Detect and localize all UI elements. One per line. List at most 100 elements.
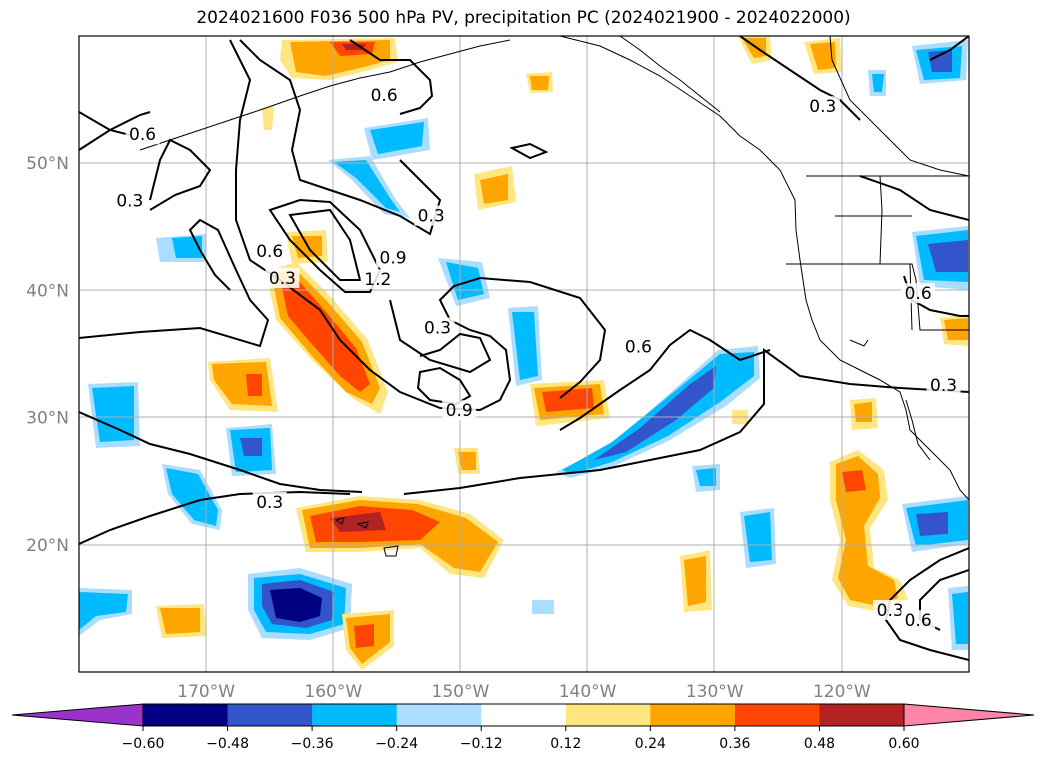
longitude-tick-label: 150°W <box>432 682 490 702</box>
pv-contour-label: 0.3 <box>256 493 283 513</box>
colorbar-tick-label: −0.12 <box>460 736 503 752</box>
precip-positive-area <box>854 402 872 422</box>
colorbar-tick-label: −0.60 <box>122 736 165 752</box>
pv-label-background <box>901 283 936 304</box>
pv-label-background <box>265 267 300 288</box>
precip-positive-area <box>530 76 549 90</box>
precip-negative-area <box>334 160 400 212</box>
pv-contours <box>79 36 969 661</box>
precip-negative-area <box>916 512 948 536</box>
colorbar-segment <box>650 704 736 726</box>
pv-contour-label: 0.9 <box>380 249 407 269</box>
pv-label-background <box>252 491 287 512</box>
pv-label-background <box>252 241 287 262</box>
precip-positive-area <box>458 452 476 470</box>
precip-negative-area <box>512 312 538 380</box>
precip-positive-area <box>542 388 594 412</box>
pv-label-background <box>442 400 477 421</box>
colorbar-tick-label: −0.24 <box>375 736 418 752</box>
colorbar: −0.60 −0.48 −0.36 −0.24 −0.12 0.12 0.24 0.36 0.4… <box>11 703 1035 752</box>
precip-negative-area <box>92 386 134 442</box>
colorbar-segment <box>312 704 398 726</box>
pv-contour-label: 0.6 <box>905 611 932 631</box>
precip-negative-area <box>270 588 322 622</box>
pv-contour-labels: 0.60.30.60.60.3 1.20.90.30.30.90.60.30.30… <box>112 84 961 631</box>
longitude-tick-label: 160°W <box>304 682 362 702</box>
precip-positive-area <box>262 106 274 130</box>
precip-negative-area <box>240 438 262 456</box>
precip-negative-area <box>744 512 772 562</box>
precip-negative-area <box>928 240 968 272</box>
colorbar-tick-label: 0.36 <box>719 736 750 752</box>
precip-negative-area <box>532 600 554 614</box>
precip-positive-area <box>292 236 322 258</box>
colorbar-lower-extend <box>11 703 144 727</box>
pv-contour-label: 0.6 <box>129 125 156 145</box>
pv-contour-label: 0.6 <box>625 338 652 358</box>
pv-contour-label: 0.3 <box>116 191 143 211</box>
colorbar-upper-extend <box>903 703 1035 727</box>
precip-positive-area <box>742 38 766 58</box>
colorbar-tick-label: 0.60 <box>888 736 919 752</box>
map-title: 2024021600 F036 500 hPa PV, precipitatio… <box>196 8 851 28</box>
plot-frame <box>78 35 970 673</box>
colorbar-outline <box>142 703 905 727</box>
precip-negative-area <box>370 122 424 154</box>
colorbar-segment <box>143 704 229 726</box>
precip-negative-area <box>696 468 716 486</box>
pv-label-background <box>420 317 455 338</box>
precip-positive-area <box>282 280 370 392</box>
pv-label-background <box>360 269 395 290</box>
colorbar-tick-label: 0.12 <box>550 736 581 752</box>
precip-positive-area <box>480 174 508 204</box>
pv-contour-label: 0.3 <box>930 376 957 396</box>
latitude-tick-label: 50°N <box>26 154 69 174</box>
precip-positive-area <box>842 470 866 492</box>
colorbar-segment <box>227 704 313 726</box>
precip-positive-area <box>246 374 262 396</box>
precip-positive-area <box>212 362 272 406</box>
pv-label-background <box>926 374 961 395</box>
coastlines <box>139 36 969 557</box>
pv-contour-label: 0.3 <box>877 601 904 621</box>
precip-positive-area <box>810 42 836 70</box>
precip-positive-area <box>684 556 706 606</box>
latitude-tick-label: 30°N <box>26 409 69 429</box>
precip-positive-area <box>944 318 968 340</box>
pv-contour-label: 0.6 <box>256 242 283 262</box>
longitude-tick-label: 140°W <box>559 682 617 702</box>
pv-label-background <box>901 610 936 631</box>
precip-positive-area <box>330 512 386 532</box>
colorbar-segment <box>819 704 905 726</box>
pv-contour-label: 0.6 <box>371 86 398 106</box>
longitude-tick-label: 120°W <box>813 682 871 702</box>
pv-contour-label: 1.2 <box>364 270 391 290</box>
colorbar-tick-label: −0.36 <box>291 736 334 752</box>
precip-positive-area <box>354 624 374 648</box>
pv-label-background <box>873 599 908 620</box>
longitude-tick-label: 170°W <box>177 682 235 702</box>
longitude-labels: 170°W 160°W 150°W 140°W 130°W 120°W <box>177 682 871 702</box>
colorbar-segment <box>481 704 567 726</box>
pv-contour-label: 0.3 <box>418 207 445 227</box>
pv-label-background <box>125 124 160 145</box>
precip-negative-area <box>172 236 202 258</box>
precip-negative-area <box>872 74 884 92</box>
pv-contour-label: 0.6 <box>905 284 932 304</box>
precip-negative-area <box>928 50 952 72</box>
precip-negative-area <box>594 366 716 460</box>
pv-label-background <box>112 190 147 211</box>
precip-positive-area <box>160 608 200 634</box>
colorbar-tick-label: 0.48 <box>804 736 835 752</box>
precip-layer <box>79 36 968 670</box>
colorbar-segment <box>565 704 651 726</box>
pv-contour-label: 0.3 <box>809 97 836 117</box>
precip-positive-area <box>836 456 898 606</box>
precip-negative-area <box>166 468 218 526</box>
precip-negative-area <box>952 592 968 644</box>
latitude-tick-label: 20°N <box>26 536 69 556</box>
grid-lines <box>79 36 969 672</box>
pv-label-background <box>376 247 411 268</box>
colorbar-segment <box>734 704 820 726</box>
